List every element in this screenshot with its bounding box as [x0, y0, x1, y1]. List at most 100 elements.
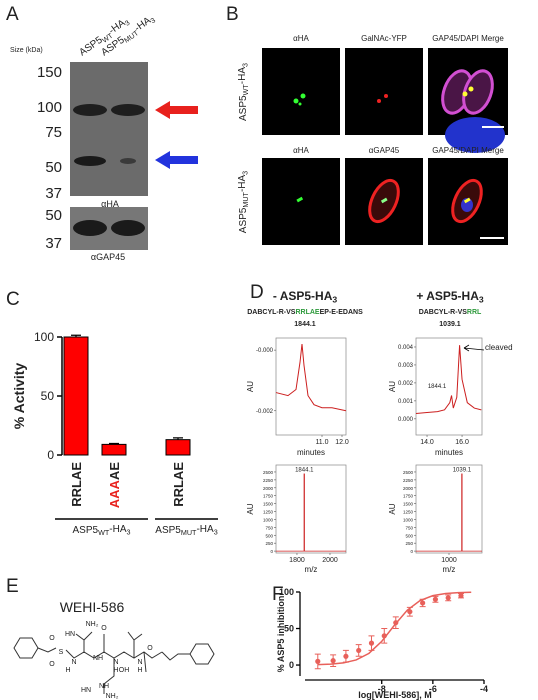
marker-label: 50 — [45, 159, 62, 176]
band — [111, 220, 145, 236]
x-axis-label: minutes — [435, 448, 463, 457]
atom-label: O — [49, 635, 55, 642]
column-header: αGAP45 — [369, 146, 400, 155]
atom-label: HN — [81, 687, 91, 694]
annotation-arrow — [463, 344, 485, 352]
band — [74, 156, 106, 166]
trace — [415, 345, 482, 414]
error-bar — [71, 334, 81, 337]
y-axis-label: AU — [246, 381, 255, 392]
y-tick-label: 1500 — [403, 502, 414, 507]
marker-label: 150 — [37, 64, 62, 81]
text-part: WT — [241, 84, 250, 96]
data-point — [420, 600, 426, 606]
condition-title: + ASP5-HA3 — [416, 289, 484, 305]
atom-label: N — [137, 659, 142, 666]
text-part: ASP5 — [155, 525, 181, 536]
plot-frame — [415, 464, 483, 554]
x-tick-label: 11.0 — [315, 439, 328, 446]
band — [111, 104, 145, 116]
column-header: αHA — [293, 146, 309, 155]
annotation: cleaved — [485, 343, 513, 352]
x-axis-label: minutes — [297, 448, 325, 457]
band — [120, 158, 136, 164]
text-part: MUT — [241, 191, 250, 207]
text-part: 3 — [332, 295, 337, 305]
text-part: 3 — [127, 527, 131, 536]
data-point — [343, 653, 349, 659]
text-part: RRL — [467, 309, 482, 316]
group-label: ASP5MUT-HA3 — [155, 524, 217, 537]
plot-frame — [275, 337, 347, 436]
y-tick-label: 2500 — [263, 470, 274, 475]
x-tick-label: 2000 — [322, 557, 338, 564]
text-part: ASP5 — [238, 207, 249, 233]
data-point — [356, 647, 362, 654]
category-label: RRLAE — [69, 462, 84, 507]
text-part: -HA — [196, 524, 214, 535]
y-tick-label: 0 — [410, 549, 413, 554]
y-axis-label: AU — [388, 381, 397, 392]
x-tick-label: 1000 — [441, 557, 457, 564]
row-label: ASP5WT-HA3 — [237, 63, 250, 121]
y-tick-label: 2000 — [403, 486, 414, 491]
panel-label: D — [250, 282, 264, 303]
arrow-blue — [155, 151, 198, 169]
x-tick-label: 1800 — [289, 557, 305, 564]
y-tick-label: 0.004 — [398, 345, 414, 351]
atom-label: NH₂ — [106, 693, 119, 700]
marker-label: 37 — [45, 235, 62, 252]
category-label: RRLAE — [171, 462, 186, 507]
text-part: DABCYL-R-VS — [419, 309, 468, 316]
text-part: WT — [98, 528, 110, 537]
antibody-label: αGAP45 — [91, 252, 125, 262]
panel-label: E — [6, 576, 19, 597]
blot-top — [70, 62, 148, 196]
column-header: GalNAc-YFP — [361, 34, 407, 43]
text-part: ASP5 — [238, 95, 249, 121]
y-tick-label: 0.000 — [398, 417, 414, 423]
x-axis-label: log[WEHI-586], M — [358, 690, 432, 700]
text-part: -HA — [109, 524, 127, 535]
y-tick-label: 1000 — [263, 517, 274, 522]
y-axis-label: AU — [246, 503, 255, 514]
category-label: AAAAE — [107, 462, 122, 509]
y-tick-label: 1750 — [263, 494, 274, 499]
panel-label: F — [272, 584, 284, 605]
text-part: 3 — [214, 527, 218, 536]
y-tick-label: 0.002 — [398, 381, 414, 387]
atom-label: O — [101, 625, 107, 632]
mass: 1844.1 — [294, 321, 316, 328]
data-point — [445, 595, 451, 601]
text-part: 3 — [479, 295, 484, 305]
text-part: DABCYL-R-VS — [247, 309, 296, 316]
data-point — [407, 609, 413, 615]
mass: 1039.1 — [439, 321, 461, 328]
x-axis-label: m/z — [443, 565, 456, 574]
data-point — [368, 640, 375, 646]
atom-label: NH — [99, 683, 109, 690]
y-axis-label: % ASP5 inhibition — [276, 596, 286, 673]
atom-label: NH₂ — [86, 621, 99, 628]
atom-label: N — [71, 659, 76, 666]
y-tick-label: -0.000 — [256, 348, 274, 354]
atom-label: H — [137, 667, 142, 674]
atom-label: OH — [119, 667, 130, 674]
micrographs — [262, 48, 508, 245]
text-part: RRLAE — [295, 309, 319, 316]
chemical-structure — [13, 631, 215, 694]
y-tick-label: 1250 — [403, 510, 414, 515]
band — [73, 220, 107, 236]
panel-label: B — [226, 4, 239, 25]
x-tick-label: 12.0 — [335, 439, 349, 446]
atom-label: O — [147, 645, 153, 652]
x-tick-label: -8 — [378, 684, 386, 694]
x-tick-label: 14.0 — [420, 439, 434, 446]
text-part: - ASP5-HA — [273, 289, 333, 303]
y-tick-label: 0 — [289, 660, 294, 670]
marker-label: 100 — [37, 99, 62, 116]
text-part: 3 — [123, 18, 131, 28]
atom-label: NH — [93, 655, 103, 662]
annotation: 1844.1 — [428, 384, 447, 390]
